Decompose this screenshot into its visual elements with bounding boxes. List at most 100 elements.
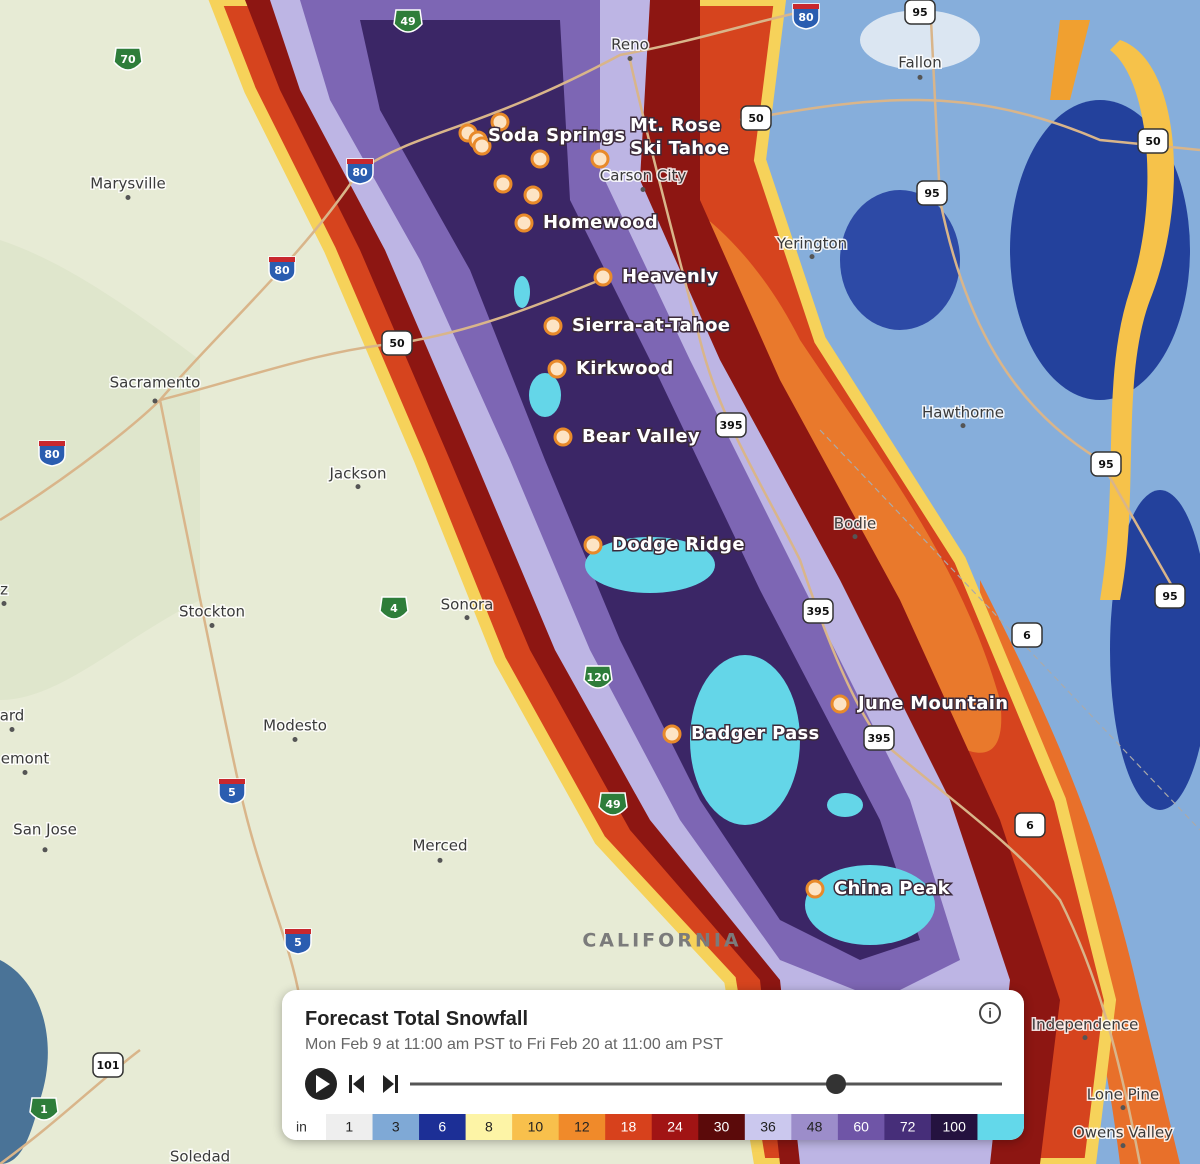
resort-label[interactable]: Ski Tahoe	[629, 137, 731, 161]
legend-swatch	[326, 1114, 374, 1140]
shield	[863, 725, 895, 751]
legend-label: 48	[807, 1119, 823, 1135]
highway-number: 101	[97, 1059, 120, 1072]
resort-label[interactable]: Sierra-at-Tahoe	[571, 314, 732, 338]
highway-shield: 395	[802, 598, 834, 624]
highway-number: 50	[748, 112, 764, 125]
shield	[1014, 812, 1046, 838]
legend-unit: in	[296, 1119, 307, 1135]
resort-label[interactable]: Dodge Ridge	[611, 533, 747, 557]
highway-number: 70	[120, 53, 136, 66]
resort-dot[interactable]	[830, 694, 850, 714]
place-label: Marysville	[90, 175, 166, 193]
next-button[interactable]	[383, 1075, 398, 1093]
shield	[379, 596, 409, 620]
info-button[interactable]	[979, 1002, 1001, 1024]
highway-shield: 6	[1011, 622, 1043, 648]
place-label: Soledad	[170, 1148, 230, 1164]
controls: i in 1 3 6 8 10 12 18 24 30 36 48 60 72 100	[282, 1002, 1024, 1140]
info-icon: i	[988, 1005, 992, 1020]
resort-dot[interactable]	[583, 535, 603, 555]
resort-label[interactable]: June Mountain	[855, 692, 1010, 716]
place-label: San Jose	[13, 821, 77, 839]
resort-dot[interactable]	[547, 359, 567, 379]
highway-number: 80	[798, 11, 814, 24]
legend-label: 30	[714, 1119, 730, 1135]
resort-dot[interactable]	[593, 267, 613, 287]
resort-dot[interactable]	[590, 149, 610, 169]
resort-label[interactable]: Heavenly	[621, 265, 720, 289]
terrain	[0, 240, 200, 700]
panel-subtitle: Mon Feb 9 at 11:00 am PST to Fri Feb 20 …	[305, 1036, 723, 1053]
town-dot	[9, 727, 15, 732]
resort-label[interactable]: China Peak	[833, 877, 952, 901]
legend-label: 12	[574, 1119, 590, 1135]
highway-shield: 80	[268, 256, 296, 283]
legend-swatch	[837, 1114, 885, 1140]
resort-dot[interactable]	[805, 879, 825, 899]
legend-label: 18	[621, 1119, 637, 1135]
legend-label: 3	[392, 1119, 400, 1135]
previous-button[interactable]	[349, 1075, 364, 1093]
legend-label: 6	[438, 1119, 446, 1135]
highway-number: 6	[1026, 819, 1034, 832]
shield	[904, 0, 936, 25]
highway-number: 95	[924, 187, 939, 200]
resort-dot[interactable]	[493, 174, 513, 194]
resort-label[interactable]: Mt. Rose	[629, 114, 723, 138]
highway-shield: 4	[379, 596, 409, 620]
highway-number: 395	[807, 605, 830, 618]
shield	[29, 1097, 59, 1121]
timeline-thumb[interactable]	[826, 1074, 846, 1094]
town-dot	[292, 737, 298, 742]
snow-peak	[585, 537, 715, 593]
highway-number: 95	[1162, 590, 1177, 603]
shield-top	[793, 4, 819, 9]
play-icon	[316, 1075, 330, 1093]
highway-number: 395	[868, 732, 891, 745]
resort-label[interactable]: Homewood	[542, 211, 660, 235]
resort-dot[interactable]	[523, 185, 543, 205]
highway-number: 5	[228, 786, 236, 799]
place-label: z	[0, 581, 8, 599]
town-dot	[152, 398, 158, 404]
town-dot	[640, 187, 646, 192]
town-dot	[627, 56, 633, 61]
resort-dot[interactable]	[490, 112, 510, 132]
resort-label[interactable]: Bear Valley	[581, 425, 702, 449]
place-label: emont	[1, 750, 50, 768]
resort-dot[interactable]	[514, 213, 534, 233]
highway-number: 120	[587, 671, 610, 684]
town-dot	[42, 847, 48, 853]
highway-shield: 6	[1014, 812, 1046, 838]
resort-dot[interactable]	[662, 724, 682, 744]
snow-peak	[514, 276, 530, 308]
highway-number: 395	[720, 419, 743, 432]
highway-shield: 1	[29, 1097, 59, 1121]
shield	[715, 412, 747, 438]
resort-label[interactable]: Kirkwood	[575, 357, 675, 381]
shield	[393, 9, 423, 33]
place-label: ard	[0, 707, 24, 725]
town-dot	[917, 74, 923, 80]
shield	[381, 330, 413, 356]
highway-shield: 95	[916, 180, 948, 206]
legend-label: 100	[943, 1119, 967, 1135]
shield-top	[347, 159, 373, 164]
resort-label[interactable]: Soda Springs	[487, 124, 627, 148]
highway-shield: 395	[863, 725, 895, 751]
legend-swatch	[884, 1114, 932, 1140]
forecast-panel: Forecast Total Snowfall Mon Feb 9 at 11:…	[282, 990, 1024, 1140]
legend-label: 1	[345, 1119, 353, 1135]
resort-label[interactable]: Badger Pass	[690, 722, 821, 746]
highway-number: 49	[400, 15, 415, 28]
town-dot	[960, 423, 966, 429]
resort-dot[interactable]	[553, 427, 573, 447]
shield	[916, 180, 948, 206]
resort-dot[interactable]	[530, 149, 550, 169]
highway-number: 80	[44, 448, 60, 461]
resort-dot[interactable]	[472, 136, 492, 156]
town-dot	[464, 615, 470, 621]
resort-dot[interactable]	[543, 316, 563, 336]
